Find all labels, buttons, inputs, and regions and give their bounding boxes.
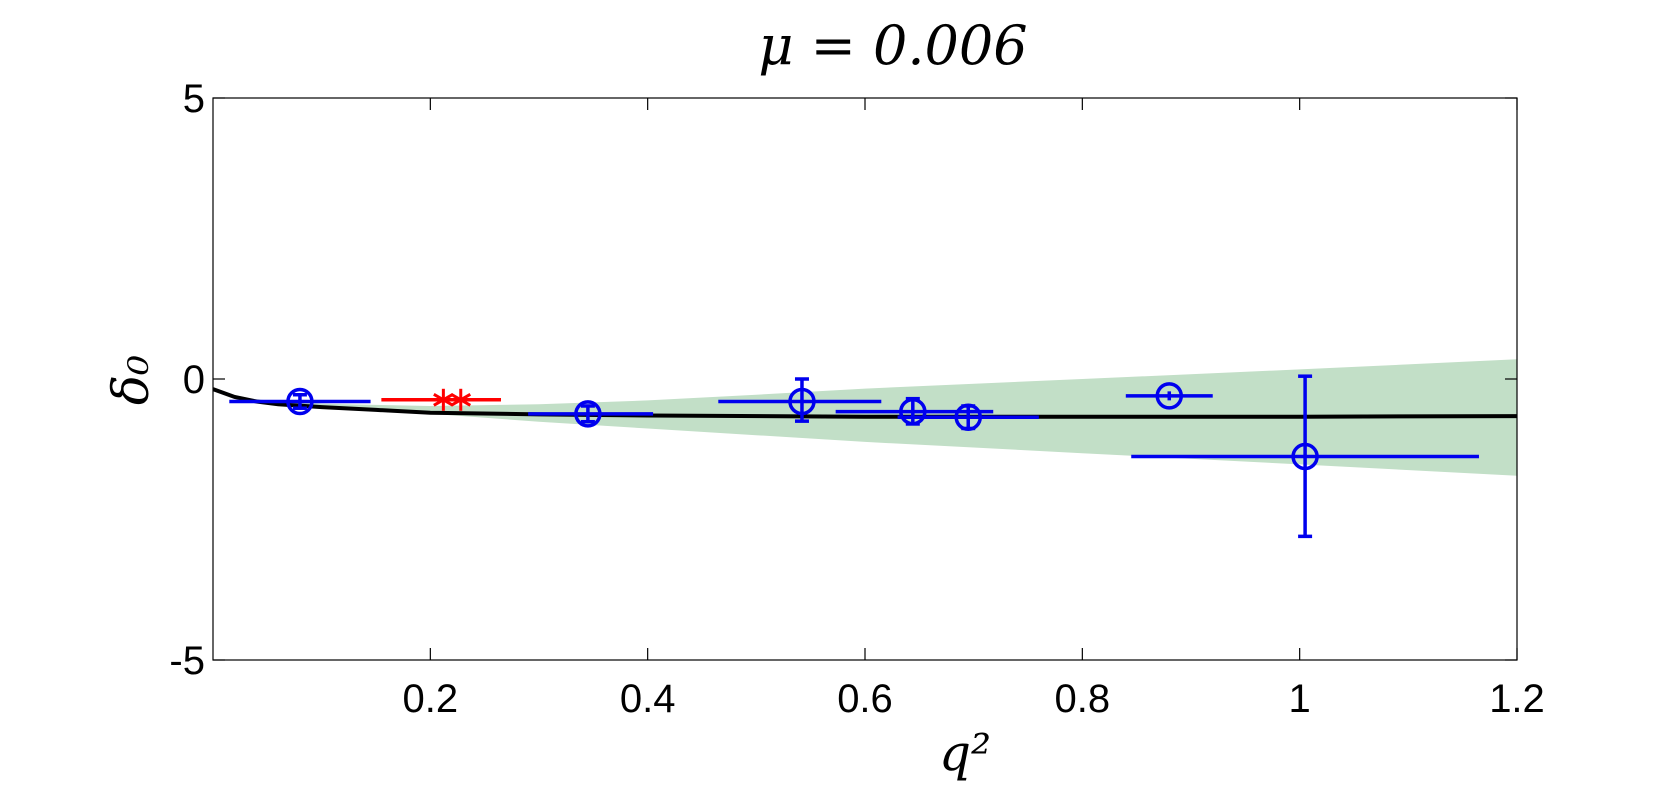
axes: 0.2 0.4 0.6 0.8 1 1.2 5 0 -5 xyxy=(169,77,1544,721)
data-point xyxy=(718,377,882,423)
x-tick-label: 1.2 xyxy=(1489,677,1545,721)
x-tick-label: 0.4 xyxy=(620,677,676,721)
y-tick-label: -5 xyxy=(169,639,205,683)
circle-marker xyxy=(286,387,314,416)
circle-marker xyxy=(954,403,982,431)
data-point xyxy=(1125,382,1213,410)
data-point xyxy=(381,388,501,411)
data-point xyxy=(528,400,654,428)
data-point xyxy=(1131,374,1479,539)
x-tick-label: 1 xyxy=(1289,677,1311,721)
x-tick-label: 0.8 xyxy=(1055,677,1111,721)
data-point xyxy=(897,403,1039,431)
y-tick-label: 0 xyxy=(183,358,205,402)
chart-title: μ = 0.006 xyxy=(758,14,1027,77)
plot-area xyxy=(213,359,1517,539)
x-axis-label: q² xyxy=(939,724,991,782)
circle-marker xyxy=(1155,382,1184,410)
circle-marker xyxy=(1291,442,1319,471)
x-tick-label: 0.6 xyxy=(837,677,893,721)
y-tick-label: 5 xyxy=(183,77,205,121)
circle-marker xyxy=(899,397,927,426)
circle-marker xyxy=(788,387,816,416)
asterisk-marker xyxy=(450,392,472,407)
circle-marker xyxy=(574,400,602,428)
y-axis-label: δ₀ xyxy=(102,355,160,405)
data-point xyxy=(229,387,371,416)
x-tick-label: 0.2 xyxy=(403,677,459,721)
